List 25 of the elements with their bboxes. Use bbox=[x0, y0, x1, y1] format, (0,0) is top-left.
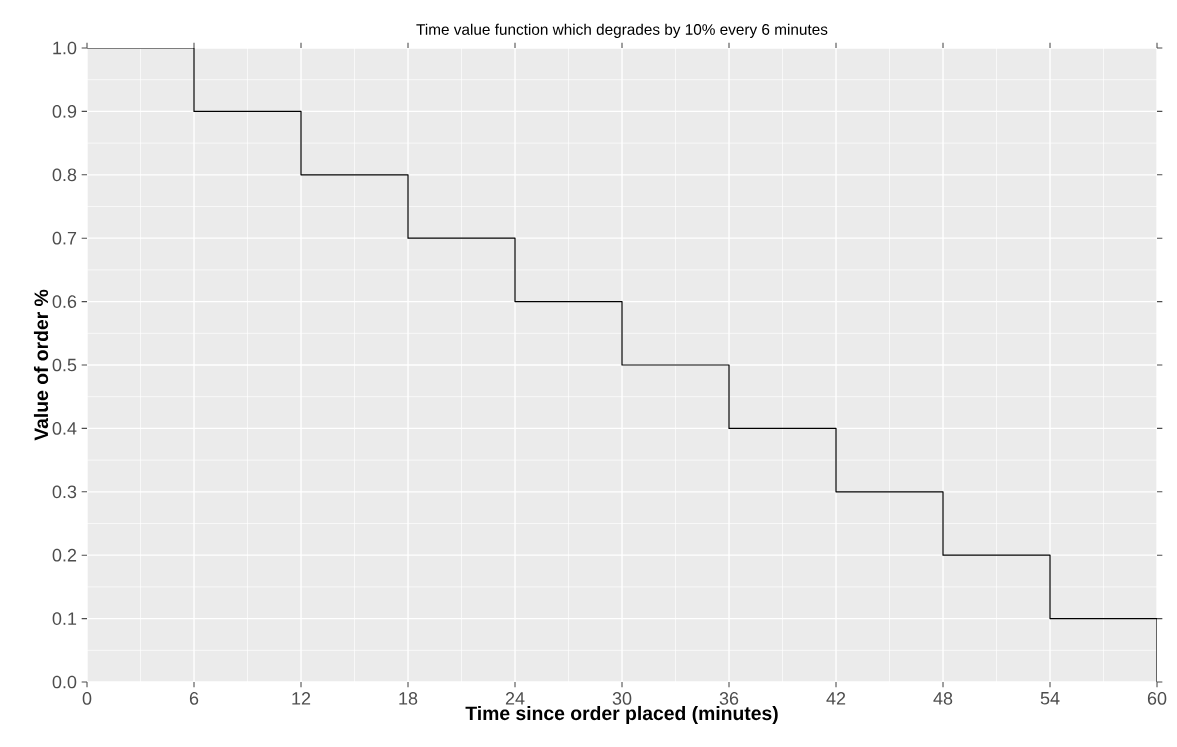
x-tick-label: 42 bbox=[826, 692, 846, 705]
y-tick-label: 0.7 bbox=[52, 231, 77, 245]
y-tick-label: 0.8 bbox=[52, 168, 77, 182]
y-tick-label: 0.4 bbox=[52, 422, 77, 435]
y-tick-label: 0.3 bbox=[52, 485, 77, 499]
x-tick-label: 30 bbox=[612, 692, 632, 705]
x-tick-label: 6 bbox=[189, 692, 199, 705]
x-tick-label: 36 bbox=[719, 692, 739, 705]
y-tick-label: 0.5 bbox=[52, 358, 77, 372]
x-tick-label: 12 bbox=[292, 692, 311, 705]
y-tick-label: 0.0 bbox=[52, 675, 77, 689]
x-tick-label: 54 bbox=[1040, 692, 1060, 705]
x-tick-label: 48 bbox=[933, 692, 953, 705]
y-tick-label: 0.9 bbox=[52, 105, 77, 118]
y-tick-label: 1.0 bbox=[53, 41, 77, 55]
y-tick-label: 0.2 bbox=[52, 548, 77, 562]
x-tick-label: 18 bbox=[399, 692, 418, 705]
y-tick-label: 0.1 bbox=[52, 612, 77, 625]
x-tick-label: 24 bbox=[505, 692, 525, 705]
y-axis-title: Value of order % bbox=[33, 289, 49, 441]
y-tick-label: 0.6 bbox=[52, 295, 77, 308]
x-axis-title: Time since order placed (minutes) bbox=[465, 705, 778, 724]
x-tick-label: 60 bbox=[1147, 692, 1167, 705]
chart-title: Time value function which degrades by 10% every 6 minutes bbox=[416, 23, 828, 38]
x-tick-label: 0 bbox=[82, 692, 92, 705]
